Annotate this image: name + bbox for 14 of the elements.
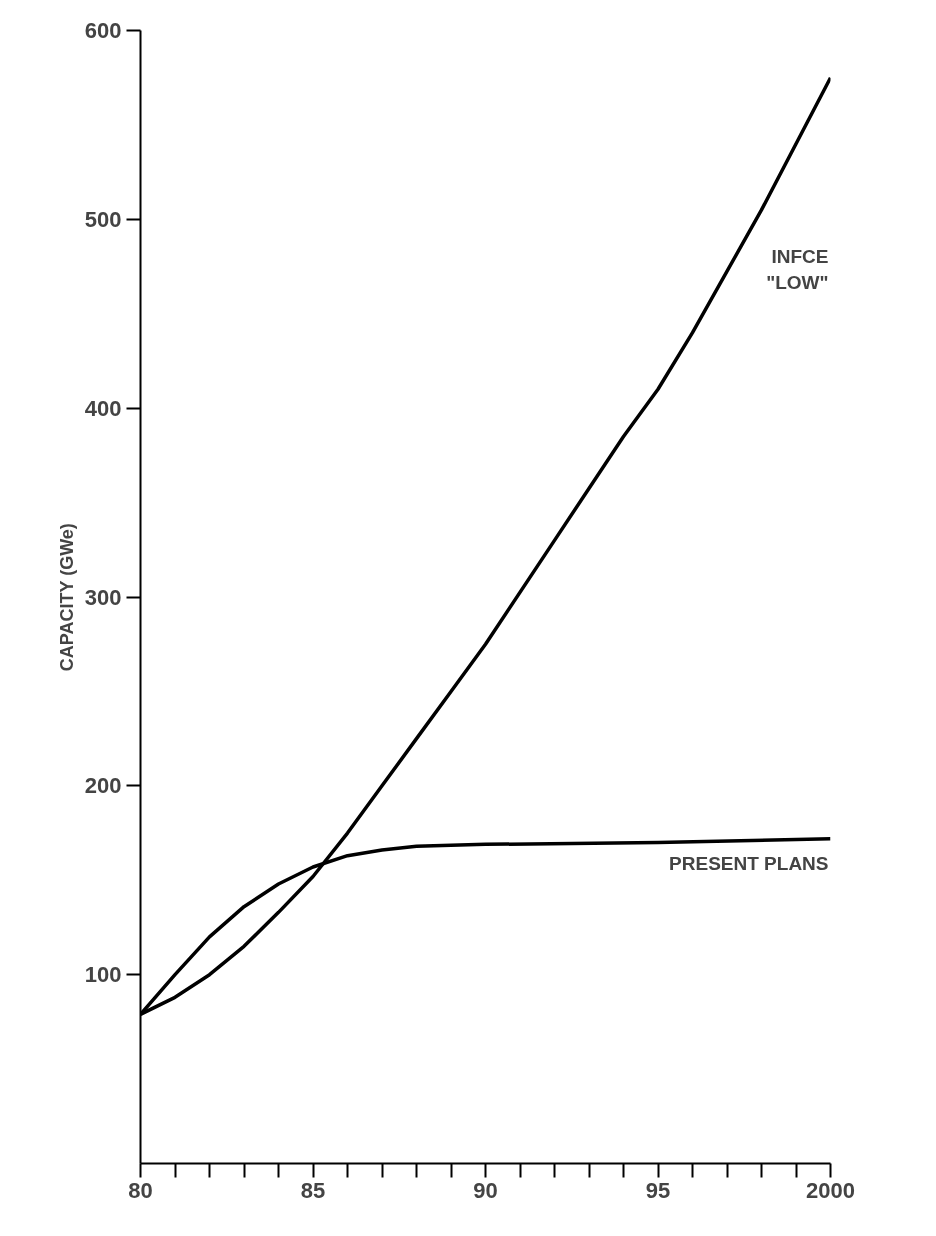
x-tick-label: 85: [300, 1177, 326, 1203]
y-tick-label: 600: [84, 18, 122, 43]
y-tick-label: 200: [84, 773, 122, 799]
x-tick-label: 95: [645, 1177, 671, 1203]
y-tick-label: 300: [84, 584, 122, 610]
y-tick-label: 400: [84, 395, 122, 421]
series-label: PRESENT PLANS: [669, 852, 829, 874]
y-tick-label: 500: [84, 206, 122, 232]
y-axis-title: CAPACITY (GWe): [56, 523, 77, 672]
x-tick-label: 80: [128, 1177, 153, 1203]
y-tick-label: 100: [84, 962, 122, 988]
x-tick-label: 2000: [806, 1177, 855, 1203]
x-tick-label: 90: [473, 1177, 498, 1203]
series-label: INFCE "LOW": [766, 246, 829, 293]
